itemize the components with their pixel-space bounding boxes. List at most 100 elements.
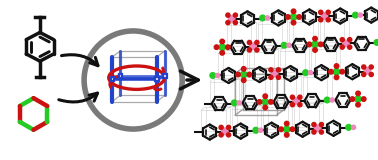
Circle shape [253,127,259,133]
Circle shape [291,9,296,14]
Circle shape [287,43,291,47]
Circle shape [362,65,366,69]
Circle shape [312,130,316,134]
Circle shape [259,128,263,132]
Circle shape [233,20,237,25]
Circle shape [318,42,323,47]
Circle shape [348,38,352,42]
Circle shape [220,51,225,55]
Circle shape [84,31,182,129]
Circle shape [237,101,241,105]
Circle shape [303,70,308,76]
Circle shape [297,15,301,19]
Circle shape [374,40,378,45]
Circle shape [328,69,333,74]
Circle shape [219,125,223,129]
Circle shape [210,73,215,78]
Circle shape [214,45,219,49]
Circle shape [226,125,231,129]
Circle shape [269,75,273,79]
Circle shape [308,71,313,75]
Circle shape [240,71,247,78]
Circle shape [334,75,339,80]
Circle shape [330,98,334,102]
Circle shape [326,18,330,22]
Circle shape [307,42,311,47]
Circle shape [346,124,352,130]
Circle shape [353,12,358,18]
Circle shape [247,72,252,77]
Circle shape [226,45,230,49]
FancyBboxPatch shape [163,74,167,78]
Circle shape [269,100,273,104]
Circle shape [326,10,330,14]
Circle shape [276,75,280,79]
Circle shape [215,73,220,78]
Circle shape [286,15,290,19]
Circle shape [285,121,289,126]
Circle shape [369,72,373,77]
Circle shape [358,13,363,17]
Circle shape [263,105,268,110]
Circle shape [242,67,246,71]
Circle shape [340,45,344,49]
FancyBboxPatch shape [110,77,114,81]
Circle shape [319,18,323,22]
Circle shape [321,13,328,19]
Circle shape [290,127,295,132]
Circle shape [219,44,225,50]
Circle shape [314,125,321,132]
Circle shape [257,100,262,104]
Circle shape [242,78,246,82]
Circle shape [279,127,284,132]
Circle shape [265,16,270,20]
Circle shape [276,68,280,72]
Circle shape [250,43,256,49]
Circle shape [247,48,251,52]
Circle shape [356,91,360,96]
Circle shape [281,42,287,48]
Circle shape [226,13,230,17]
Circle shape [324,97,330,103]
Circle shape [291,20,296,25]
Circle shape [348,45,352,49]
Circle shape [369,65,373,69]
Circle shape [298,95,302,99]
Circle shape [312,123,316,127]
FancyBboxPatch shape [155,77,159,81]
Circle shape [319,10,323,14]
Circle shape [226,133,231,137]
Circle shape [285,133,289,137]
Circle shape [236,72,240,77]
Circle shape [228,16,235,22]
Circle shape [260,15,265,21]
Circle shape [319,130,324,134]
Circle shape [312,41,318,48]
Circle shape [333,68,340,75]
Circle shape [340,69,344,74]
Circle shape [290,95,294,99]
Circle shape [255,40,259,45]
Circle shape [364,68,371,74]
Circle shape [334,64,339,68]
FancyBboxPatch shape [119,74,122,78]
Circle shape [362,72,366,77]
Circle shape [262,99,268,105]
Circle shape [255,48,259,52]
Circle shape [226,20,230,25]
Circle shape [233,13,237,17]
Circle shape [355,96,361,102]
Circle shape [219,133,223,137]
Circle shape [356,102,360,107]
Circle shape [340,38,344,42]
Circle shape [343,40,349,47]
Circle shape [290,14,297,20]
Circle shape [220,39,225,44]
Circle shape [293,98,299,104]
Circle shape [352,125,356,129]
Circle shape [284,126,290,132]
Circle shape [313,36,317,41]
Circle shape [263,94,268,99]
Circle shape [361,97,366,101]
Circle shape [298,103,302,107]
